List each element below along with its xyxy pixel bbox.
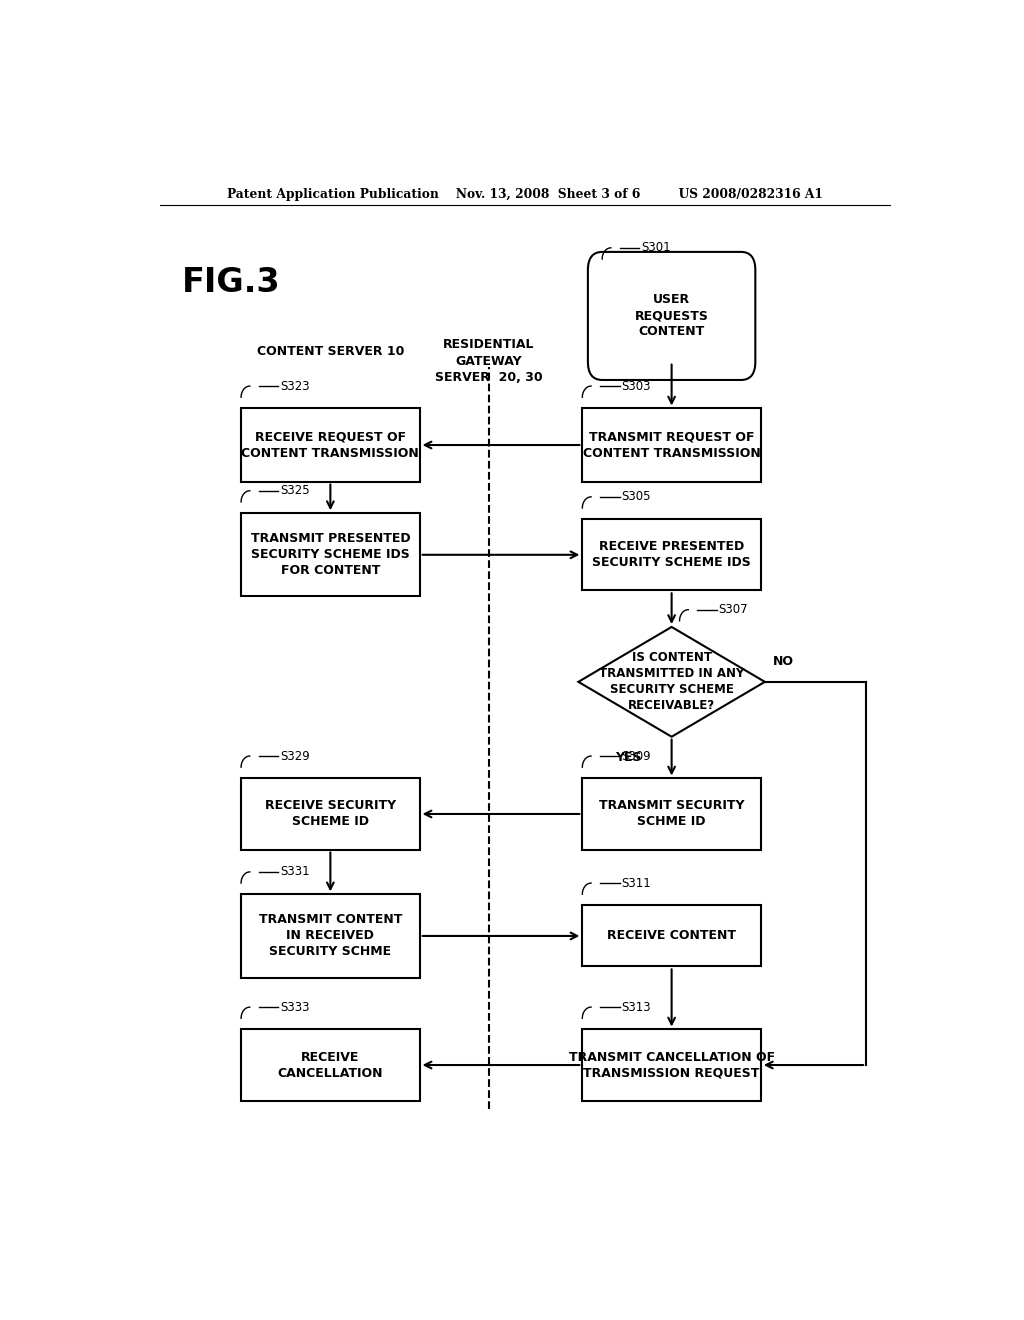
FancyBboxPatch shape [241, 408, 420, 482]
FancyBboxPatch shape [241, 779, 420, 850]
Text: FIG.3: FIG.3 [182, 265, 281, 298]
Text: Patent Application Publication    Nov. 13, 2008  Sheet 3 of 6         US 2008/02: Patent Application Publication Nov. 13, … [227, 189, 822, 202]
Text: RESIDENTIAL
GATEWAY
SERVER  20, 30: RESIDENTIAL GATEWAY SERVER 20, 30 [435, 338, 543, 384]
Text: S331: S331 [280, 866, 309, 878]
Text: RECEIVE PRESENTED
SECURITY SCHEME IDS: RECEIVE PRESENTED SECURITY SCHEME IDS [592, 540, 751, 569]
Text: S305: S305 [622, 490, 650, 503]
Text: S303: S303 [622, 380, 650, 392]
Text: TRANSMIT SECURITY
SCHME ID: TRANSMIT SECURITY SCHME ID [599, 800, 744, 829]
Text: IS CONTENT
TRANSMITTED IN ANY
SECURITY SCHEME
RECEIVABLE?: IS CONTENT TRANSMITTED IN ANY SECURITY S… [599, 651, 744, 713]
Polygon shape [579, 627, 765, 737]
Text: RECEIVE REQUEST OF
CONTENT TRANSMISSION: RECEIVE REQUEST OF CONTENT TRANSMISSION [242, 430, 419, 459]
Text: S311: S311 [622, 876, 651, 890]
Text: RECEIVE SECURITY
SCHEME ID: RECEIVE SECURITY SCHEME ID [265, 800, 396, 829]
FancyBboxPatch shape [241, 894, 420, 978]
Text: S309: S309 [622, 750, 651, 763]
Text: TRANSMIT REQUEST OF
CONTENT TRANSMISSION: TRANSMIT REQUEST OF CONTENT TRANSMISSION [583, 430, 761, 459]
Text: NO: NO [773, 655, 794, 668]
FancyBboxPatch shape [241, 1030, 420, 1101]
Text: S301: S301 [641, 242, 671, 255]
Text: S333: S333 [280, 1001, 309, 1014]
Text: CONTENT SERVER 10: CONTENT SERVER 10 [257, 345, 404, 358]
Text: RECEIVE CONTENT: RECEIVE CONTENT [607, 929, 736, 942]
Text: TRANSMIT PRESENTED
SECURITY SCHEME IDS
FOR CONTENT: TRANSMIT PRESENTED SECURITY SCHEME IDS F… [251, 532, 411, 577]
Text: S313: S313 [622, 1001, 651, 1014]
FancyBboxPatch shape [583, 779, 761, 850]
Text: RECEIVE
CANCELLATION: RECEIVE CANCELLATION [278, 1051, 383, 1080]
FancyBboxPatch shape [583, 906, 761, 966]
Text: S329: S329 [280, 750, 309, 763]
Text: USER
REQUESTS
CONTENT: USER REQUESTS CONTENT [635, 293, 709, 338]
Text: S323: S323 [280, 380, 309, 392]
Text: S307: S307 [719, 603, 749, 616]
FancyBboxPatch shape [241, 513, 420, 597]
Text: S325: S325 [280, 484, 309, 498]
Text: TRANSMIT CONTENT
IN RECEIVED
SECURITY SCHME: TRANSMIT CONTENT IN RECEIVED SECURITY SC… [259, 913, 402, 958]
FancyBboxPatch shape [583, 1030, 761, 1101]
FancyBboxPatch shape [583, 408, 761, 482]
FancyBboxPatch shape [588, 252, 756, 380]
FancyBboxPatch shape [583, 519, 761, 590]
Text: YES: YES [614, 751, 641, 764]
Text: TRANSMIT CANCELLATION OF
TRANSMISSION REQUEST: TRANSMIT CANCELLATION OF TRANSMISSION RE… [568, 1051, 775, 1080]
